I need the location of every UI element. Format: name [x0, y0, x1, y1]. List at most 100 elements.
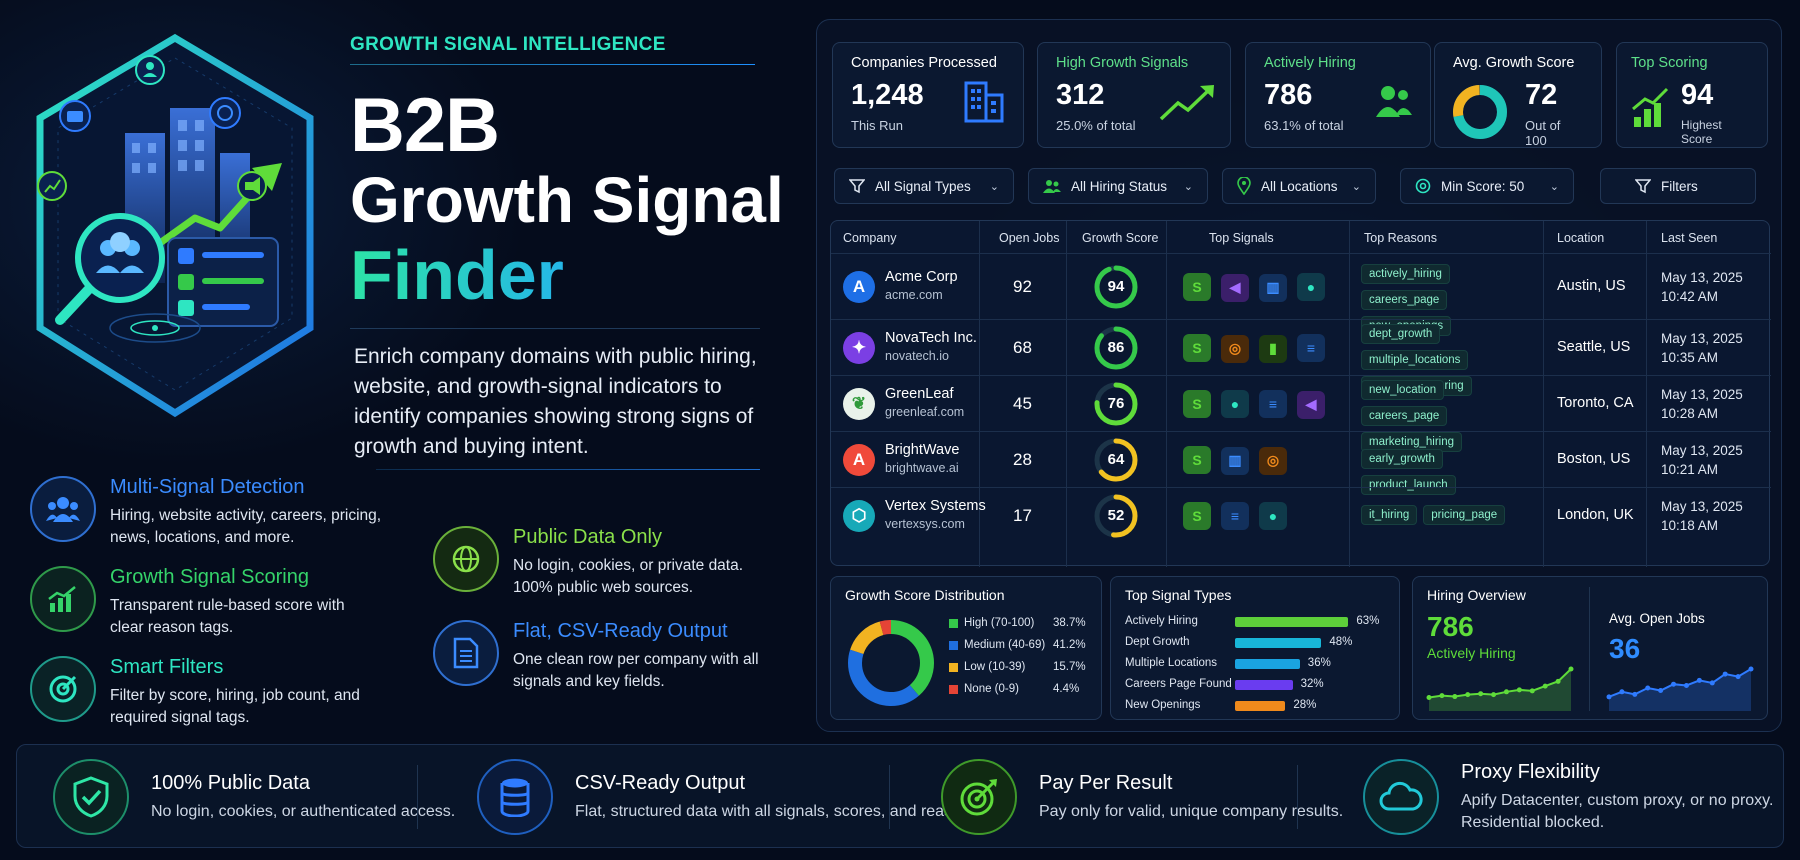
- company-domain[interactable]: vertexsys.com: [885, 517, 965, 531]
- open-jobs: 28: [1013, 450, 1032, 469]
- kpi-label: High Growth Signals: [1056, 55, 1189, 71]
- feature-desc: No login, cookies, or private data. 100%…: [513, 557, 744, 596]
- feature-title: Flat, CSV-Ready Output: [513, 620, 728, 642]
- benefit-title: CSV-Ready Output: [575, 771, 746, 794]
- score-value: 86: [1107, 339, 1125, 356]
- open-jobs: 68: [1013, 338, 1032, 357]
- eyebrow-divider: [350, 64, 755, 65]
- signal-type-bar: [1235, 701, 1286, 711]
- legend-label: None (0-9): [964, 683, 1019, 695]
- table-row[interactable]: A BrightWave brightwave.ai 28 64 S ▥ ◎ ear…: [831, 431, 1771, 495]
- column-header[interactable]: Top Signals: [1209, 231, 1274, 245]
- feature-scoring: Growth Signal Scoring Transparent rule-b…: [30, 566, 370, 639]
- reason-tag: product_launch: [1361, 475, 1456, 495]
- filter-locations[interactable]: All Locations ⌄: [1222, 168, 1376, 204]
- column-header[interactable]: Last Seen: [1661, 231, 1718, 245]
- signal-type-label: Dept Growth: [1125, 636, 1190, 648]
- company-logo: A: [843, 271, 875, 303]
- last-seen-date: May 13, 2025: [1661, 331, 1743, 346]
- hero-description: Enrich company domains with public hirin…: [354, 345, 757, 458]
- filters-button[interactable]: Filters: [1600, 168, 1756, 204]
- shopify-icon: S: [1183, 446, 1211, 474]
- title-line-1: B2B: [350, 83, 500, 168]
- signal-type-label: Careers Page Found: [1125, 678, 1232, 690]
- location: London, UK: [1557, 507, 1634, 523]
- column-header[interactable]: Company: [843, 231, 897, 245]
- title-line-3: Finder: [350, 236, 564, 314]
- benefit-title: Pay Per Result: [1039, 771, 1173, 794]
- signal-type-bar: [1235, 659, 1300, 669]
- sparkline-area: [1429, 669, 1571, 711]
- feature-desc: Hiring, website activity, careers, prici…: [110, 507, 382, 546]
- reason-tag: dept_growth: [1361, 324, 1441, 344]
- sparkline-point: [1491, 692, 1497, 698]
- pin-icon: ●: [1259, 502, 1287, 530]
- benefit-title: 100% Public Data: [151, 771, 310, 794]
- legend-value: 4.4%: [1053, 683, 1080, 695]
- kpi-label: Avg. Growth Score: [1453, 55, 1575, 71]
- database-icon: [477, 759, 553, 835]
- table-row[interactable]: ⬡ Vertex Systems vertexsys.com 17 52 S ≡ ●…: [831, 487, 1771, 543]
- reason-tag: new_location: [1361, 380, 1445, 400]
- globe-icon: ◎: [1259, 446, 1287, 475]
- sparkline-point: [1542, 683, 1548, 689]
- globe-icon: [433, 526, 499, 592]
- company-domain[interactable]: acme.com: [885, 288, 943, 302]
- company-domain[interactable]: novatech.io: [885, 349, 949, 363]
- signal-type-value: 28%: [1293, 699, 1317, 711]
- feature-filters: Smart Filters Filter by score, hiring, j…: [30, 656, 370, 729]
- column-header[interactable]: Top Reasons: [1364, 231, 1437, 245]
- benefits-strip: 100% Public Data No login, cookies, or au…: [16, 744, 1784, 848]
- company-name[interactable]: NovaTech Inc.: [885, 330, 977, 346]
- legend-swatch: [949, 619, 958, 628]
- benefit-csv-output: CSV-Ready Output Flat, structured data wi…: [477, 745, 1009, 849]
- kpi-value: 72: [1525, 79, 1558, 111]
- target-icon: [941, 759, 1017, 835]
- signal-type-value: 48%: [1329, 636, 1353, 648]
- signal-type-label: Actively Hiring: [1125, 615, 1198, 627]
- table-row[interactable]: ❦ GreenLeaf greenleaf.com 45 76 S ● ≡ ◀ new…: [831, 375, 1771, 452]
- sparkline-point: [1619, 689, 1625, 695]
- last-seen-time: 10:28 AM: [1661, 406, 1719, 421]
- top-signals: S ● ≡ ◀: [1183, 390, 1335, 419]
- column-header[interactable]: Open Jobs: [999, 231, 1060, 245]
- legend-value: 41.2%: [1053, 639, 1086, 651]
- company-name[interactable]: BrightWave: [885, 442, 960, 458]
- table-row[interactable]: A Acme Corp acme.com 92 94 S ◀ ▥ ● actively…: [831, 253, 1771, 336]
- last-seen: May 13, 2025 10:28 AM: [1661, 385, 1743, 423]
- filter-label: Min Score: 50: [1441, 178, 1525, 194]
- building-icon: ▥: [1259, 273, 1287, 302]
- benefit-desc: Apify Datacenter, custom proxy, or no pr…: [1461, 791, 1774, 831]
- company-name[interactable]: GreenLeaf: [885, 386, 954, 402]
- last-seen-date: May 13, 2025: [1661, 443, 1743, 458]
- top-signals: S ◎ ▮ ≡: [1183, 334, 1335, 363]
- panel-title: Hiring Overview: [1427, 587, 1526, 603]
- company-domain[interactable]: greenleaf.com: [885, 405, 965, 419]
- sparkline-point: [1529, 688, 1535, 694]
- company-name[interactable]: Vertex Systems: [885, 498, 986, 514]
- filter-label: Filters: [1661, 178, 1698, 194]
- feature-desc: One clean row per company with all signa…: [513, 651, 759, 690]
- company-domain[interactable]: brightwave.ai: [885, 461, 959, 475]
- table-row[interactable]: ✦ NovaTech Inc. novatech.io 68 86 S ◎ ▮ ≡ d…: [831, 319, 1771, 396]
- column-header[interactable]: Location: [1557, 231, 1605, 245]
- column-header[interactable]: Growth Score: [1082, 231, 1159, 245]
- filter-hiring-status[interactable]: All Hiring Status ⌄: [1028, 168, 1208, 204]
- company-name[interactable]: Acme Corp: [885, 269, 958, 285]
- open-jobs: 17: [1013, 506, 1032, 525]
- signal-type-value: 63%: [1356, 615, 1380, 627]
- feature-csv-output: Flat, CSV-Ready Output One clean row per…: [433, 620, 773, 693]
- trend-up-icon: [1159, 85, 1214, 121]
- top-signals: S ▥ ◎: [1183, 446, 1297, 475]
- sparkline-point: [1439, 693, 1445, 699]
- hiring-sparkline: [1426, 666, 1574, 711]
- filter-min-score[interactable]: Min Score: 50 ⌄: [1400, 168, 1574, 204]
- hiring-value: 786: [1427, 611, 1474, 642]
- reason-tags: early_growth product_launch: [1361, 449, 1541, 501]
- sparkline-point: [1452, 694, 1458, 700]
- kpi-value: 312: [1056, 79, 1105, 111]
- filter-signal-types[interactable]: All Signal Types ⌄: [834, 168, 1014, 204]
- reason-tag: it_hiring: [1361, 505, 1418, 525]
- kpi-value: 786: [1264, 79, 1313, 111]
- pin-icon: ●: [1297, 273, 1325, 301]
